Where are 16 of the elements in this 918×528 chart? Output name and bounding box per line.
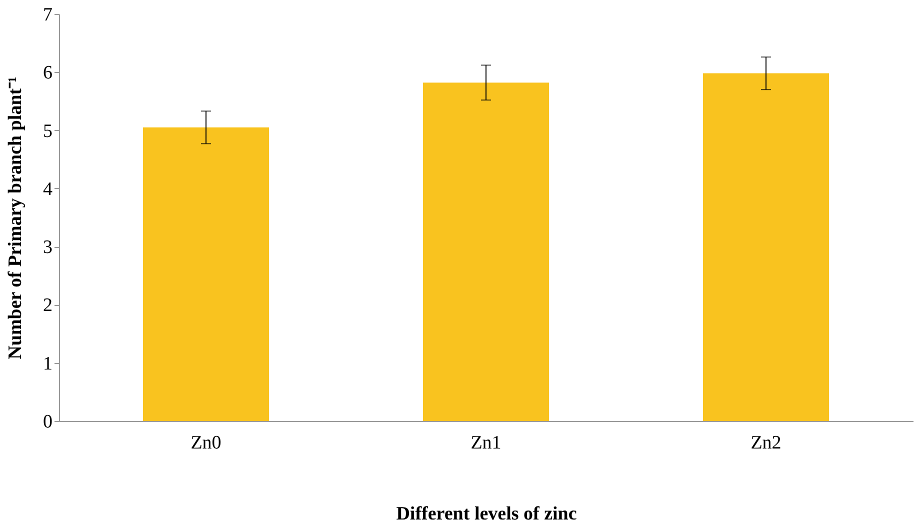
y-tick-label: 6	[43, 62, 52, 84]
y-tick-label: 0	[43, 412, 52, 432]
x-tick-label: Zn2	[750, 432, 782, 454]
y-tick-label: 3	[43, 237, 52, 258]
y-tick-label: 1	[43, 353, 52, 374]
bar	[143, 127, 269, 421]
x-axis-title: Different levels of zinc	[396, 504, 577, 524]
y-tick-label: 2	[43, 295, 52, 316]
y-axis-title: Number of Primary branch plant⁻¹	[5, 76, 26, 360]
y-tick-label: 5	[43, 120, 52, 142]
bar	[423, 82, 549, 421]
y-tick-label: 7	[43, 4, 52, 26]
x-tick-label: Zn1	[470, 432, 502, 454]
bar	[703, 73, 829, 421]
y-tick-label: 4	[43, 178, 53, 200]
x-tick-label: Zn0	[190, 432, 222, 454]
